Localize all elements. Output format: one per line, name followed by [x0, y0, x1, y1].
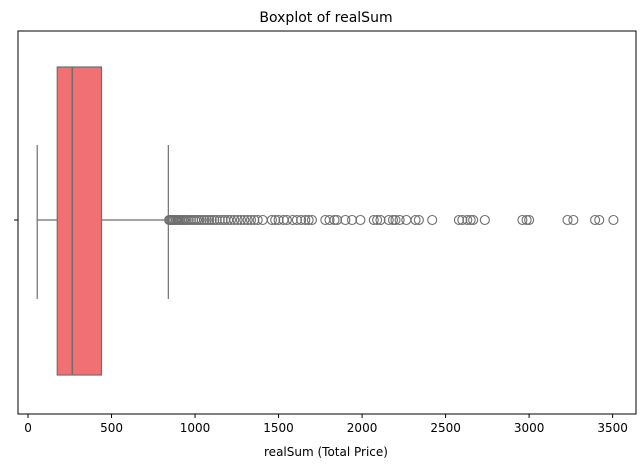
outlier-point: [199, 214, 210, 226]
outlier-point: [479, 214, 490, 226]
outlier-point: [387, 214, 399, 226]
outlier-point: [465, 214, 476, 226]
chart-marks: [36, 66, 619, 376]
outlier-point: [300, 214, 311, 226]
outlier-point: [594, 214, 605, 226]
outlier-point: [214, 214, 225, 226]
outlier-point: [249, 214, 260, 226]
outlier-point: [209, 214, 220, 226]
outlier-point: [232, 214, 243, 226]
outlier-point: [375, 214, 386, 226]
outlier-point: [266, 214, 277, 226]
outlier-point: [281, 214, 292, 226]
outlier-point: [355, 214, 366, 226]
x-tick-label: 0: [24, 421, 32, 435]
outlier-point: [204, 214, 215, 226]
outlier-point: [239, 214, 250, 226]
outlier-point: [590, 214, 601, 226]
outlier-point: [457, 214, 468, 226]
outlier-point: [235, 214, 247, 226]
x-tick-label: 2000: [347, 421, 378, 435]
outlier-point: [245, 214, 257, 226]
outlier-point: [225, 214, 237, 226]
outlier-point: [196, 214, 207, 226]
outlier-point: [291, 214, 302, 226]
outlier-point: [296, 214, 307, 226]
outlier-point: [521, 214, 532, 226]
outlier-point: [194, 214, 205, 226]
x-tick-label: 3000: [514, 421, 545, 435]
outlier-point: [306, 214, 318, 226]
outlier-point: [242, 214, 253, 226]
outlier-point: [201, 214, 212, 226]
outlier-point: [453, 214, 465, 226]
outlier-point: [252, 214, 263, 226]
outlier-point: [217, 214, 228, 226]
outlier-point: [468, 214, 479, 226]
x-tick-label: 3500: [597, 421, 628, 435]
outlier-point: [568, 214, 579, 226]
outlier-point: [287, 214, 298, 226]
x-tick-label: 2500: [430, 421, 461, 435]
outlier-point: [229, 214, 240, 226]
outlier-point: [270, 214, 281, 226]
outlier-point: [206, 214, 217, 226]
outlier-point: [401, 214, 412, 226]
outlier-point: [413, 214, 424, 226]
outlier-point: [329, 214, 340, 226]
outlier-point: [383, 214, 394, 226]
outlier-point: [340, 214, 351, 226]
outlier-point: [347, 214, 358, 226]
outlier-point: [303, 214, 314, 226]
outlier-point: [394, 214, 405, 226]
outlier-point: [273, 214, 284, 226]
outlier-point: [372, 214, 383, 226]
iqr-box: [56, 66, 103, 376]
x-tick-label: 1000: [180, 421, 211, 435]
plot-area-frame: [17, 30, 637, 415]
outlier-point: [517, 214, 528, 226]
outlier-point: [562, 214, 573, 226]
outlier-point: [324, 214, 335, 226]
x-tick-label: 500: [100, 421, 123, 435]
x-tick-label: 1500: [263, 421, 294, 435]
outlier-point: [462, 214, 473, 226]
outlier-point: [211, 214, 222, 226]
outlier-point: [331, 214, 343, 226]
outlier-point: [368, 214, 379, 226]
chart-title: Boxplot of realSum: [259, 10, 392, 26]
outlier-point: [524, 214, 535, 226]
x-axis-label: realSum (Total Price): [264, 445, 388, 459]
outlier-point: [608, 214, 619, 226]
outlier-point: [410, 214, 421, 226]
chart-axes: 0 500 1000 1500 2000 2500 3000 3500: [14, 219, 628, 435]
outlier-point: [427, 214, 438, 226]
outlier-point: [390, 214, 401, 226]
